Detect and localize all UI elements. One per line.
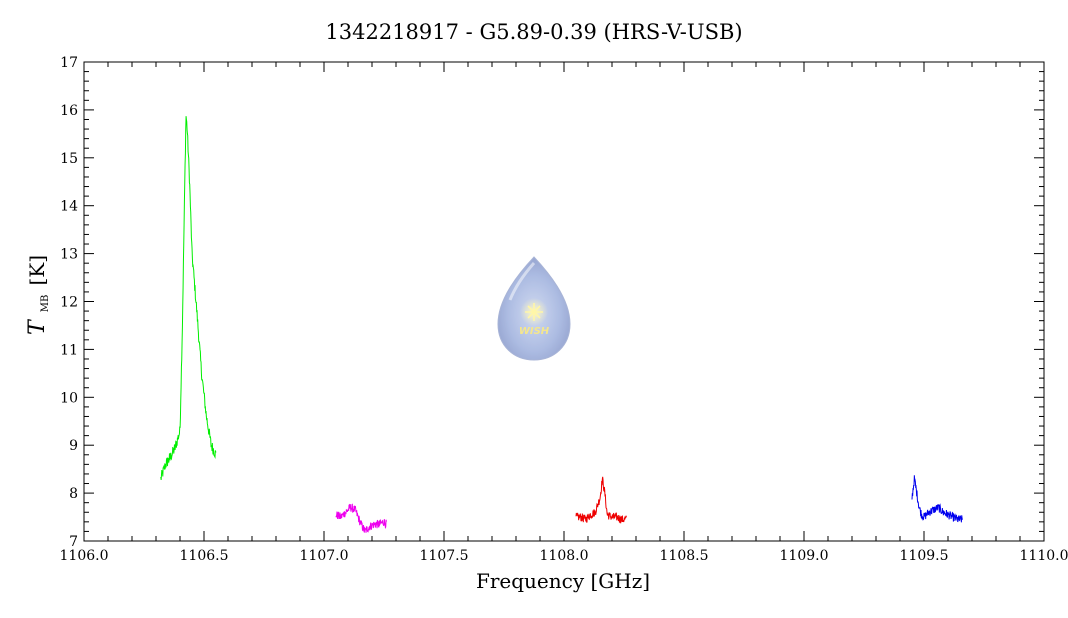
y-tick-label: 16 bbox=[60, 103, 78, 119]
y-tick-label: 11 bbox=[60, 342, 78, 358]
chart-title: 1342218917 - G5.89-0.39 (HRS-V-USB) bbox=[325, 20, 742, 44]
y-tick-label: 14 bbox=[60, 199, 78, 215]
x-tick-label: 1109.5 bbox=[900, 548, 949, 564]
x-tick-label: 1108.0 bbox=[540, 548, 589, 564]
axis-ticks bbox=[83, 61, 1045, 542]
y-tick-label: 15 bbox=[60, 151, 78, 167]
y-tick-label: 12 bbox=[60, 295, 78, 311]
y-tick-label: 8 bbox=[69, 486, 78, 502]
y-tick-label: 9 bbox=[69, 438, 78, 454]
y-axis-label-symbol: T bbox=[25, 318, 50, 335]
wish-logo: WISH bbox=[497, 256, 571, 361]
series-line-3 bbox=[575, 476, 627, 524]
y-axis-label-subscript: MB bbox=[40, 295, 51, 313]
series-line-4 bbox=[911, 475, 963, 523]
x-tick-label: 1106.0 bbox=[60, 548, 109, 564]
star-icon bbox=[525, 303, 543, 321]
y-axis-label-group: T MB [K] bbox=[25, 255, 52, 335]
x-tick-labels: 1106.0 1106.5 1107.0 1107.5 1108.0 1108.5 1109… bbox=[60, 548, 1068, 564]
y-tick-label: 13 bbox=[60, 247, 78, 263]
drop-highlight-icon bbox=[508, 262, 536, 301]
x-tick-label: 1108.5 bbox=[660, 548, 709, 564]
y-tick-label: 17 bbox=[60, 55, 78, 71]
x-tick-label: 1107.5 bbox=[420, 548, 469, 564]
y-tick-label: 10 bbox=[60, 390, 78, 406]
x-tick-label: 1107.0 bbox=[300, 548, 349, 564]
series-line-1 bbox=[160, 116, 217, 481]
x-axis-label: Frequency [GHz] bbox=[476, 569, 650, 593]
y-axis-label-unit: [K] bbox=[25, 255, 49, 286]
x-tick-label: 1106.5 bbox=[180, 548, 229, 564]
y-axis-label: T MB [K] bbox=[25, 255, 52, 335]
wish-logo-text: WISH bbox=[519, 326, 550, 337]
series-line-2 bbox=[335, 503, 387, 533]
y-tick-label: 7 bbox=[69, 534, 78, 550]
x-tick-label: 1109.0 bbox=[780, 548, 829, 564]
series-group bbox=[160, 116, 963, 533]
y-tick-labels: 7 8 9 10 11 12 13 14 15 16 17 bbox=[60, 55, 78, 550]
x-tick-label: 1110.0 bbox=[1020, 548, 1068, 564]
